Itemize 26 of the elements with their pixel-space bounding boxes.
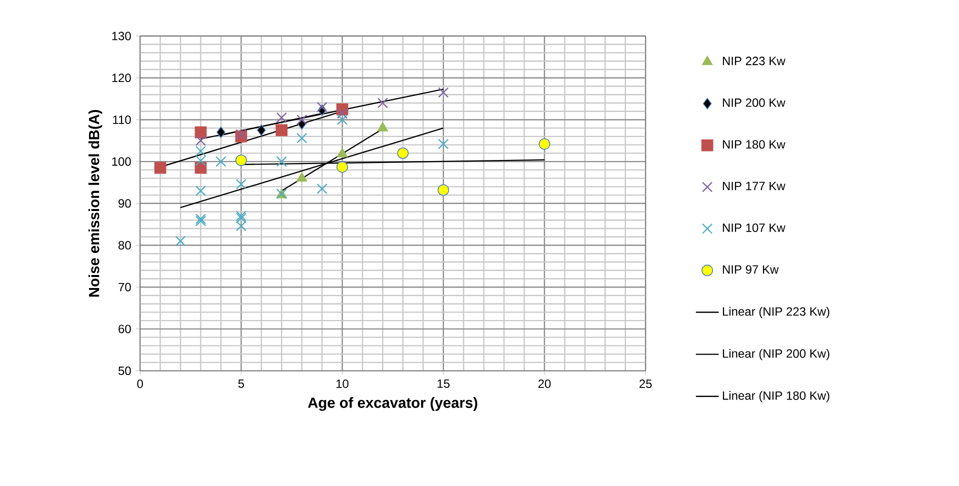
y-tick-label: 110	[113, 116, 131, 124]
y-tick-label: 100	[112, 158, 131, 166]
y-tick-label: 120	[112, 74, 131, 82]
x-tick-label: 25	[639, 380, 652, 388]
legend-label: NIP 97 Kw	[722, 265, 779, 274]
legend-label: NIP 107 Kw	[722, 224, 786, 232]
legend-label: Linear (NIP 223 Kw)	[722, 307, 830, 318]
legend-label: NIP 200 Kw	[722, 98, 786, 108]
y-tick-label: 70	[118, 283, 131, 292]
legend-label: Linear (NIP 200 Kw)	[722, 349, 830, 360]
legend-label: NIP 177 Kw	[722, 182, 786, 190]
legend-label: NIP 223 Kw	[722, 56, 786, 66]
x-axis-title: Age of excavator (years)	[308, 397, 478, 412]
x-tick-label: 0	[137, 380, 143, 388]
x-tick-label: 5	[238, 380, 244, 388]
y-axis-title: Noise emission level dB(A)	[88, 110, 102, 297]
y-tick-label: 90	[118, 199, 131, 208]
legend-label: NIP 180 Kw	[722, 140, 786, 149]
legend-label: Linear (NIP 180 Kw)	[722, 391, 830, 402]
x-tick-label: 10	[336, 380, 348, 388]
y-tick-label: 80	[118, 241, 131, 250]
x-tick-label: 15	[438, 380, 450, 388]
y-tick-label: 130	[112, 32, 131, 41]
y-tick-label: 60	[118, 324, 131, 334]
y-tick-label: 50	[118, 366, 131, 376]
x-tick-label: 20	[538, 380, 551, 388]
